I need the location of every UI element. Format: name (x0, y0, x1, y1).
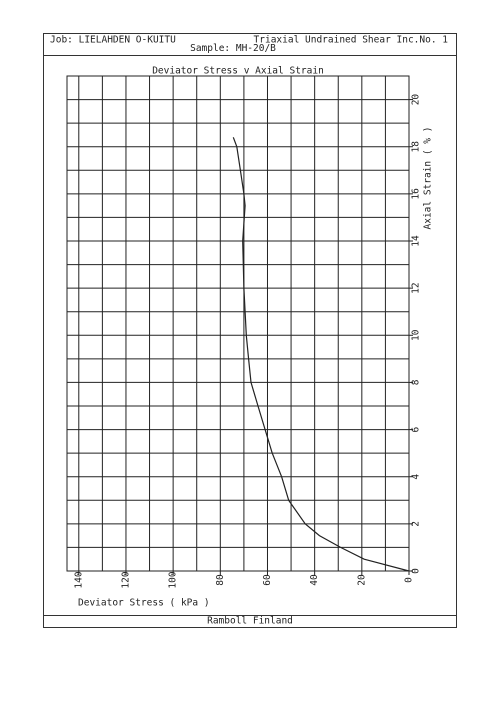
x-tick-label: 18 (411, 141, 422, 153)
chart-title: Deviator Stress v Axial Strain (152, 66, 324, 77)
x-tick-label: 2 (411, 521, 422, 527)
y-tick-label: 140 (73, 571, 84, 588)
frame (43, 33, 457, 628)
x-tick-label: 8 (411, 379, 422, 385)
y-tick-label: 80 (215, 574, 226, 586)
y-axis-label: Deviator Stress ( kPa ) (78, 598, 210, 609)
x-tick-label: 10 (411, 329, 422, 341)
y-tick-label: 0 (404, 577, 415, 583)
job: Job: LIELAHDEN O-KUITU (50, 35, 176, 46)
x-tick-label: 12 (411, 282, 422, 293)
x-tick-label: 4 (411, 474, 422, 480)
plot-frame (66, 75, 410, 572)
footer: Ramboll Finland (207, 616, 293, 627)
x-tick-label: 0 (411, 568, 422, 574)
x-axis-label: Axial Strain ( % ) (423, 127, 434, 230)
x-tick-label: 14 (411, 235, 422, 247)
y-tick-label: 120 (120, 571, 131, 588)
x-tick-label: 20 (411, 94, 422, 106)
stress-strain-curve (232, 137, 410, 572)
y-tick-label: 100 (168, 571, 179, 588)
y-tick-label: 20 (356, 574, 367, 586)
x-tick-label: 16 (411, 188, 422, 200)
x-tick-label: 6 (411, 426, 422, 432)
y-tick-label: 60 (262, 574, 273, 586)
sample: Sample: MH-20/B (190, 43, 276, 54)
test: Triaxial Undrained Shear Inc.No. 1 (254, 35, 449, 46)
y-tick-label: 40 (309, 574, 320, 586)
